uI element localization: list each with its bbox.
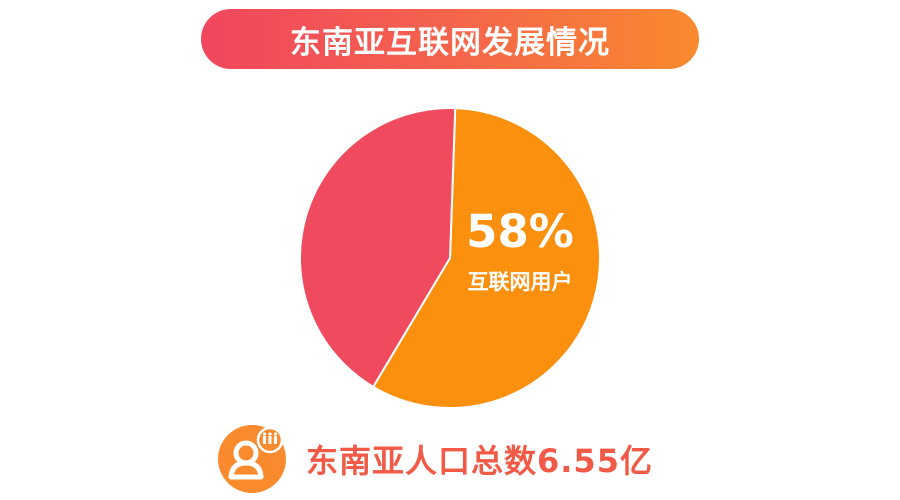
population-text: 东南亚人口总数6.55亿 (306, 442, 653, 480)
page-title: 东南亚互联网发展情况 (290, 24, 610, 61)
slice-category-label: 互联网用户 (467, 270, 573, 294)
pie-slice-1 (299, 107, 457, 389)
title-banner: 东南亚互联网发展情况 (201, 9, 699, 69)
user-group-icon (218, 425, 286, 493)
population-footer: 东南亚人口总数6.55亿 (218, 424, 653, 494)
pie-slice-0 (371, 107, 601, 409)
slice-value-label: 58% (466, 205, 574, 258)
